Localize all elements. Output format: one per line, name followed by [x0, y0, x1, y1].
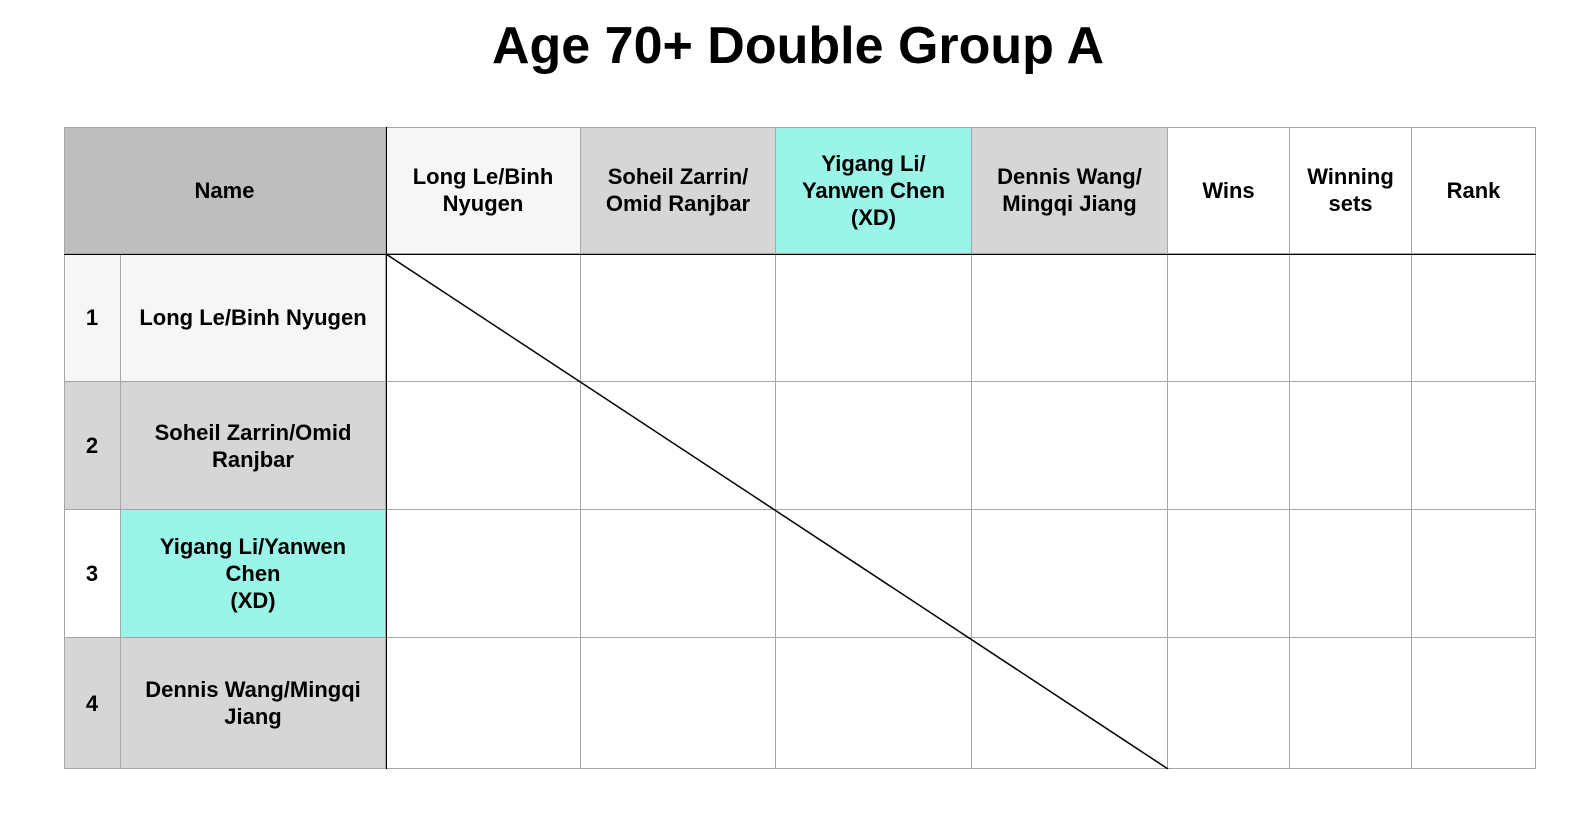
header-divider: [64, 254, 1536, 255]
row-number-1: 1: [64, 254, 121, 382]
header-opponent-3: Yigang Li/ Yanwen Chen (XD): [776, 127, 972, 254]
row-number: 2: [85, 433, 99, 458]
score-cell[interactable]: [972, 382, 1168, 510]
score-cell[interactable]: [776, 382, 972, 510]
header-wins: Wins: [1168, 127, 1290, 254]
score-cell[interactable]: [581, 638, 776, 769]
row-number-3: 3: [64, 510, 121, 638]
name-column-divider: [386, 127, 387, 769]
winning-sets-cell[interactable]: [1290, 638, 1412, 769]
winning-sets-cell[interactable]: [1290, 510, 1412, 638]
header-rank-label: Rank: [1446, 177, 1501, 203]
winning-sets-cell[interactable]: [1290, 254, 1412, 382]
header-name: Name: [64, 127, 386, 254]
header-opponent-2: Soheil Zarrin/ Omid Ranjbar: [581, 127, 776, 254]
rank-cell[interactable]: [1412, 254, 1536, 382]
score-cell[interactable]: [581, 382, 776, 510]
wins-cell[interactable]: [1168, 382, 1290, 510]
row-number: 1: [85, 305, 99, 330]
row-number: 4: [85, 690, 99, 716]
score-cell[interactable]: [386, 510, 581, 638]
header-name-label: Name: [194, 177, 255, 203]
standings-table: Name Long Le/Binh Nyugen Soheil Zarrin/ …: [64, 127, 1536, 769]
row-name: Long Le/Binh Nyugen: [139, 305, 367, 330]
row-number-2: 2: [64, 382, 121, 510]
row-name-1: Long Le/Binh Nyugen: [121, 254, 386, 382]
score-cell[interactable]: [972, 510, 1168, 638]
header-opponent-label: Dennis Wang/ Mingqi Jiang: [997, 164, 1142, 216]
score-cell[interactable]: [581, 510, 776, 638]
header-wins-label: Wins: [1202, 177, 1255, 203]
wins-cell[interactable]: [1168, 638, 1290, 769]
row-number: 3: [85, 561, 99, 586]
header-opponent-4: Dennis Wang/ Mingqi Jiang: [972, 127, 1168, 254]
score-cell[interactable]: [386, 254, 581, 382]
header-rank: Rank: [1412, 127, 1536, 254]
score-cell[interactable]: [581, 254, 776, 382]
page-title: Age 70+ Double Group A: [491, 17, 1105, 75]
row-name: Dennis Wang/Mingqi Jiang: [145, 677, 361, 729]
score-cell[interactable]: [776, 638, 972, 769]
row-number-4: 4: [64, 638, 121, 769]
score-cell[interactable]: [386, 638, 581, 769]
winning-sets-cell[interactable]: [1290, 382, 1412, 510]
score-cell[interactable]: [776, 254, 972, 382]
header-winning-sets-label: Winning sets: [1307, 164, 1394, 216]
rank-cell[interactable]: [1412, 638, 1536, 769]
row-name-3: Yigang Li/Yanwen Chen (XD): [121, 510, 386, 638]
score-cell[interactable]: [972, 638, 1168, 769]
header-opponent-label: Soheil Zarrin/ Omid Ranjbar: [605, 164, 751, 216]
score-cell[interactable]: [972, 254, 1168, 382]
row-name: Soheil Zarrin/Omid Ranjbar: [154, 419, 352, 472]
header-opponent-label: Yigang Li/ Yanwen Chen (XD): [801, 150, 946, 230]
header-winning-sets: Winning sets: [1290, 127, 1412, 254]
rank-cell[interactable]: [1412, 382, 1536, 510]
row-name: Yigang Li/Yanwen Chen (XD): [159, 534, 347, 613]
score-cell[interactable]: [776, 510, 972, 638]
header-opponent-label: Long Le/Binh Nyugen: [412, 164, 554, 216]
header-opponent-1: Long Le/Binh Nyugen: [386, 127, 581, 254]
row-name-4: Dennis Wang/Mingqi Jiang: [121, 638, 386, 769]
wins-cell[interactable]: [1168, 510, 1290, 638]
row-name-2: Soheil Zarrin/Omid Ranjbar: [121, 382, 386, 510]
score-cell[interactable]: [386, 382, 581, 510]
wins-cell[interactable]: [1168, 254, 1290, 382]
rank-cell[interactable]: [1412, 510, 1536, 638]
